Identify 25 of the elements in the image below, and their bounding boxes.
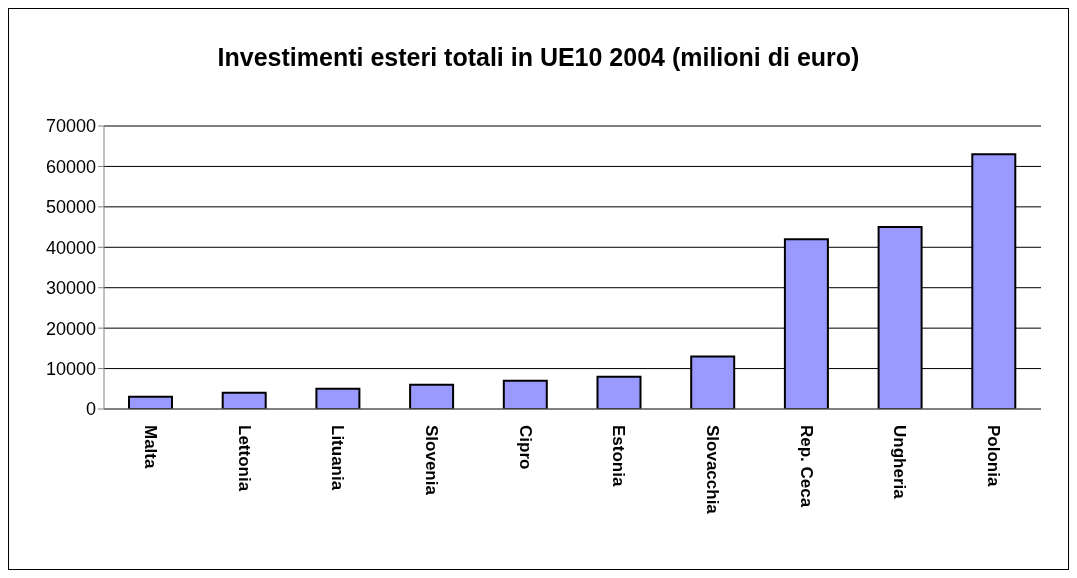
y-tick-label: 50000 <box>45 197 96 218</box>
bar <box>409 383 455 409</box>
x-tick-label: Estonia <box>609 425 629 487</box>
bar <box>315 387 361 409</box>
bar <box>596 375 642 409</box>
bar <box>221 391 267 409</box>
y-tick-label: 20000 <box>45 318 96 339</box>
bar <box>128 395 173 409</box>
y-tick-label: 70000 <box>45 116 96 137</box>
x-tick-label: Cipro <box>515 425 535 470</box>
chart-title: Investimenti esteri totali in UE10 2004 (milioni di euro) <box>216 43 861 72</box>
bar <box>502 379 548 409</box>
x-tick-label: Rep. Ceca <box>796 425 816 508</box>
x-tick-label: Lituania <box>328 425 348 491</box>
y-tick-label: 0 <box>85 399 96 420</box>
x-tick-label: Malta <box>140 425 160 469</box>
y-tick-label: 30000 <box>45 278 96 299</box>
y-tick-label: 40000 <box>45 237 96 258</box>
x-tick-label: Slovacchia <box>703 425 723 515</box>
y-tick-label: 10000 <box>45 358 96 379</box>
x-tick-label: Lettonia <box>234 425 254 492</box>
y-tick-label: 60000 <box>45 156 96 177</box>
x-tick-label: Polonia <box>984 425 1004 487</box>
x-tick-label: Slovenia <box>421 425 441 496</box>
x-tick-label: Ungheria <box>890 425 910 500</box>
